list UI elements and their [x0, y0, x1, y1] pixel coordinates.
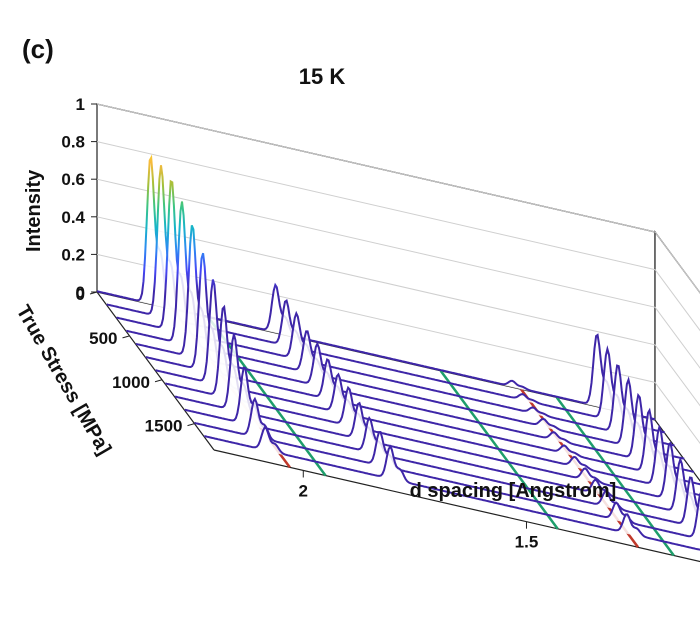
panel-label: (c): [22, 34, 54, 64]
spectrum-fill: [116, 181, 675, 447]
z-tick-label: 0.8: [61, 133, 85, 152]
y-tick-mark: [89, 291, 98, 295]
z-tick-label: 0.2: [61, 245, 85, 264]
y-tick-label: 500: [89, 329, 117, 348]
y-tick-mark: [154, 379, 163, 383]
spectrum-line: [165, 304, 700, 508]
back-wall-gridline: [96, 178, 656, 308]
spectrum-line: [194, 396, 700, 538]
z-axis-title: Intensity: [23, 169, 45, 252]
z-tick-label: 0.6: [61, 170, 85, 189]
y-tick-mark: [122, 335, 130, 339]
spectra-traces: [96, 154, 700, 551]
y-tick-mark: [187, 423, 195, 427]
side-wall-gridline: [654, 231, 700, 294]
side-wall: [654, 230, 700, 482]
spectrum-line: [204, 426, 700, 551]
z-tick-label: 0.4: [61, 208, 85, 227]
z-tick-label: 0: [76, 283, 85, 302]
chart-title: 15 K: [299, 64, 346, 89]
back-wall-gridline: [96, 103, 656, 233]
x-tick-label: 1.5: [515, 533, 539, 552]
side-wall-gridline: [654, 382, 700, 445]
z-tick-label: 1: [76, 95, 85, 114]
spectrum-line: [174, 334, 700, 518]
y-tick-label: 0: [76, 285, 85, 304]
spectrum-fill: [136, 225, 694, 473]
y-axis-title: True Stress [MPa]: [12, 302, 116, 459]
x-axis-title: d spacing [Angstrom]: [410, 480, 617, 502]
y-tick-label: 1500: [145, 417, 183, 436]
x-axis-line: [213, 449, 700, 563]
side-wall-gridline: [654, 269, 700, 332]
x-tick-label: 2: [299, 481, 308, 500]
side-wall-gridline: [654, 344, 700, 407]
side-wall-gridline: [654, 306, 700, 369]
spectrum-fill: [126, 201, 685, 460]
back-wall-gridline: [96, 141, 656, 271]
spectrum-line: [184, 366, 700, 524]
y-tick-label: 1000: [112, 373, 150, 392]
